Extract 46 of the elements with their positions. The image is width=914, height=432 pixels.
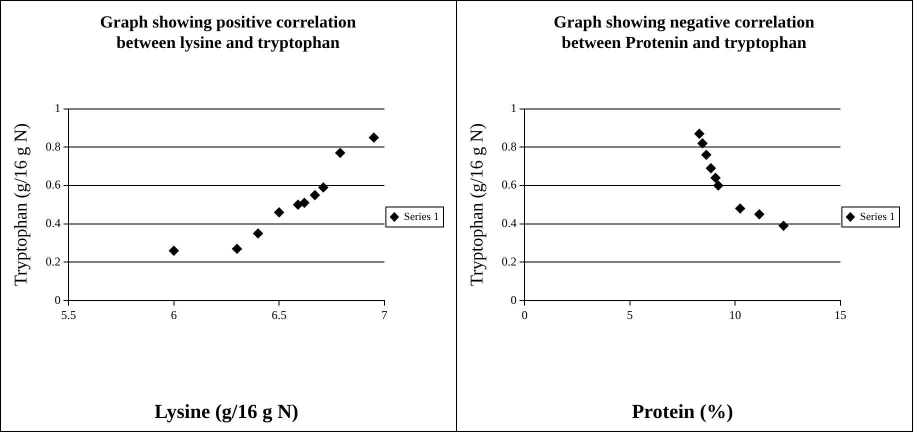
- y-tick-label: 0: [510, 292, 517, 307]
- point: [710, 172, 721, 183]
- point: [274, 207, 284, 218]
- y-tick-label: 1: [510, 100, 517, 115]
- point: [735, 204, 746, 214]
- y-tick-label: 0.8: [502, 139, 517, 154]
- point: [168, 246, 179, 256]
- y-axis-title: Tryptophan (g/16 g N): [466, 123, 487, 286]
- y-tick-label: 0.6: [502, 178, 517, 192]
- y-tick-label: 1: [54, 100, 61, 115]
- x-axis-title: Protein (%): [632, 401, 734, 424]
- point: [697, 138, 708, 148]
- x-tick-label: 0: [522, 308, 528, 322]
- x-tick-label: 6.5: [272, 308, 287, 322]
- point: [232, 244, 242, 254]
- point: [253, 228, 264, 238]
- y-tick-label: 0.8: [46, 139, 61, 154]
- y-tick-label: 0.6: [46, 178, 61, 192]
- point: [754, 209, 764, 220]
- y-axis-title: Tryptophan (g/16 g N): [10, 123, 31, 286]
- x-tick-label: 5: [626, 308, 633, 322]
- x-tick-label: 10: [729, 308, 742, 322]
- point: [778, 220, 789, 231]
- point: [694, 128, 704, 139]
- legend-label: Series 1: [860, 210, 896, 223]
- chart-title: Graph showing negative correlation between Protenin and tryptophan: [554, 12, 815, 52]
- y-tick-label: 0.4: [46, 216, 61, 230]
- point: [318, 182, 328, 192]
- point: [713, 180, 724, 191]
- x-tick-label: 5.5: [61, 308, 76, 322]
- x-tick-label: 6: [170, 308, 177, 322]
- chart-title: Graph showing positive correlation between lysine and tryptophan: [100, 12, 357, 52]
- point: [299, 198, 310, 208]
- point: [706, 163, 716, 174]
- y-tick-label: 0: [54, 292, 61, 307]
- y-tick-label: 0.4: [502, 216, 517, 230]
- y-tick-label: 0.2: [502, 254, 517, 268]
- legend-label: Series 1: [404, 210, 440, 223]
- x-axis-title: Lysine (g/16 g N): [154, 401, 298, 424]
- point: [310, 190, 320, 200]
- point: [701, 150, 712, 160]
- y-tick-label: 0.2: [46, 254, 61, 268]
- point: [335, 148, 346, 158]
- x-tick-label: 7: [381, 308, 388, 322]
- point: [368, 132, 379, 143]
- x-tick-label: 15: [834, 308, 846, 322]
